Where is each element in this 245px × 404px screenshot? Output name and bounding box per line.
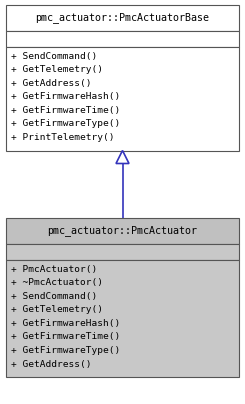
Bar: [6, 47, 239, 151]
Bar: [6, 260, 239, 377]
Text: pmc_actuator::PmcActuatorBase: pmc_actuator::PmcActuatorBase: [36, 13, 209, 23]
Bar: [6, 244, 239, 260]
Bar: [6, 5, 239, 31]
Text: + GetAddress(): + GetAddress(): [11, 360, 91, 368]
Text: + GetAddress(): + GetAddress(): [11, 79, 91, 88]
Text: + GetFirmwareTime(): + GetFirmwareTime(): [11, 106, 120, 115]
Text: + GetFirmwareHash(): + GetFirmwareHash(): [11, 93, 120, 101]
Bar: [6, 31, 239, 47]
Bar: [6, 218, 239, 244]
Text: + GetTelemetry(): + GetTelemetry(): [11, 305, 103, 314]
Text: + GetTelemetry(): + GetTelemetry(): [11, 65, 103, 74]
Text: + PrintTelemetry(): + PrintTelemetry(): [11, 133, 114, 142]
Text: + GetFirmwareTime(): + GetFirmwareTime(): [11, 332, 120, 341]
Text: + PmcActuator(): + PmcActuator(): [11, 265, 97, 274]
Text: + ~PmcActuator(): + ~PmcActuator(): [11, 278, 103, 288]
Text: + SendCommand(): + SendCommand(): [11, 52, 97, 61]
Text: + GetFirmwareType(): + GetFirmwareType(): [11, 120, 120, 128]
Text: + GetFirmwareHash(): + GetFirmwareHash(): [11, 319, 120, 328]
Text: + SendCommand(): + SendCommand(): [11, 292, 97, 301]
Polygon shape: [116, 151, 129, 164]
Text: + GetFirmwareType(): + GetFirmwareType(): [11, 346, 120, 355]
Text: pmc_actuator::PmcActuator: pmc_actuator::PmcActuator: [48, 225, 197, 236]
